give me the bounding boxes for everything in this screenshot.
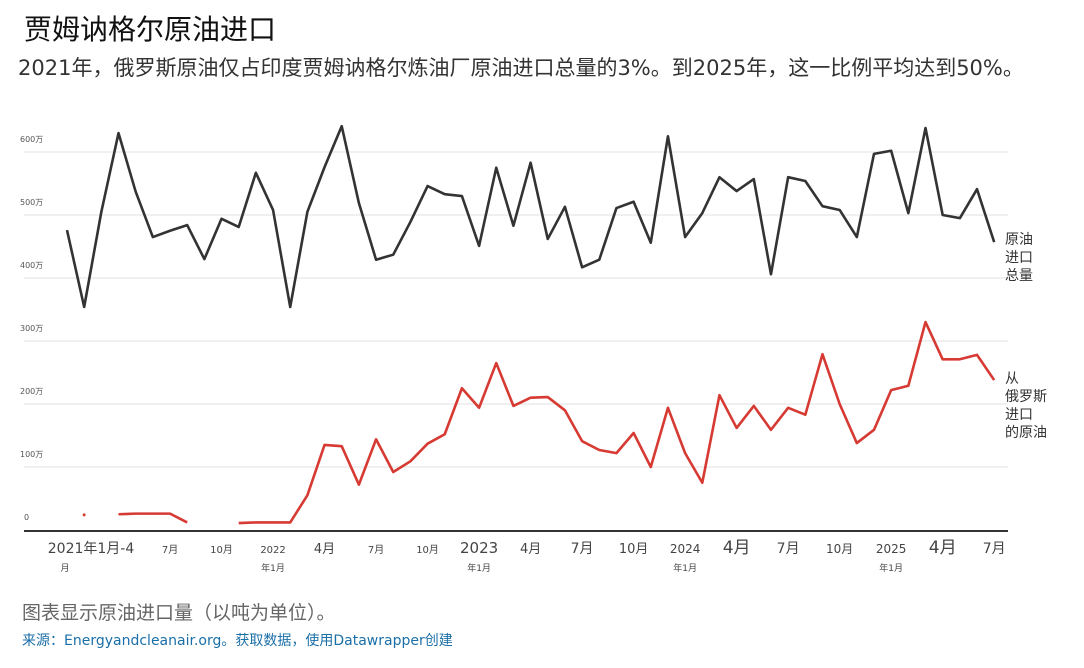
x-tick-label: 7月 — [368, 544, 384, 556]
x-tick-label: 10月 — [416, 544, 439, 556]
y-tick-label: 300万 — [20, 324, 43, 333]
russian-imports-line — [118, 512, 188, 524]
x-tick-label: 2025 — [876, 542, 907, 556]
x-tick-label: 10月 — [826, 542, 853, 556]
chart-notes: 图表显示原油进口量（以吨为单位）。 — [22, 602, 336, 624]
y-tick-label: 0 — [24, 513, 29, 522]
chart-source[interactable]: 来源：Energyandcleanair.org。获取数据，使用Datawrap… — [22, 633, 453, 649]
x-tick-label: 4月 — [723, 538, 751, 558]
x-tick-label: 7月 — [983, 541, 1006, 557]
total-imports-line — [65, 124, 996, 309]
y-tick-label: 100万 — [20, 450, 43, 459]
y-tick-label: 600万 — [20, 135, 43, 144]
x-tick-label: 2023 — [460, 539, 498, 557]
y-tick-label: 500万 — [20, 198, 43, 207]
x-tick-label: 10月 — [210, 544, 233, 556]
chart-subtitle: 2021年，俄罗斯原油仅占印度贾姆讷格尔炼油厂原油进口总量的3%。到2025年，… — [18, 56, 1024, 80]
x-tick-label: 2022 — [260, 545, 285, 556]
series-label: 进口 — [1005, 250, 1033, 266]
chart-title: 贾姆讷格尔原油进口 — [24, 13, 277, 46]
series-label: 俄罗斯 — [1005, 389, 1047, 405]
series-label: 原油 — [1005, 232, 1033, 248]
series-point — [82, 513, 86, 517]
x-tick-sublabel: 年1月 — [261, 562, 285, 574]
x-tick-label: 2021年1月-4 — [48, 541, 135, 557]
x-tick-label: 10月 — [619, 542, 649, 557]
x-tick-label: 2024 — [670, 542, 701, 556]
x-tick-sublabel: 年1月 — [673, 562, 697, 574]
x-tick-sublabel: 年1月 — [467, 562, 491, 574]
y-tick-label: 200万 — [20, 387, 43, 396]
series-label: 的原油 — [1005, 425, 1047, 441]
x-tick-label: 7月 — [162, 544, 178, 556]
russian-imports-line — [238, 320, 996, 525]
x-tick-label: 7月 — [571, 541, 594, 557]
series-label: 总量 — [1005, 268, 1033, 284]
y-tick-label: 400万 — [20, 261, 43, 270]
x-tick-label: 7月 — [777, 541, 800, 557]
x-tick-sublabel: 年1月 — [879, 562, 903, 574]
series-label: 进口 — [1005, 407, 1033, 423]
series-label: 从 — [1005, 371, 1019, 387]
x-tick-label: 4月 — [929, 538, 957, 558]
x-tick-label: 4月 — [314, 542, 335, 557]
x-tick-sublabel: 月 — [60, 563, 69, 574]
x-tick-label: 4月 — [520, 542, 541, 557]
